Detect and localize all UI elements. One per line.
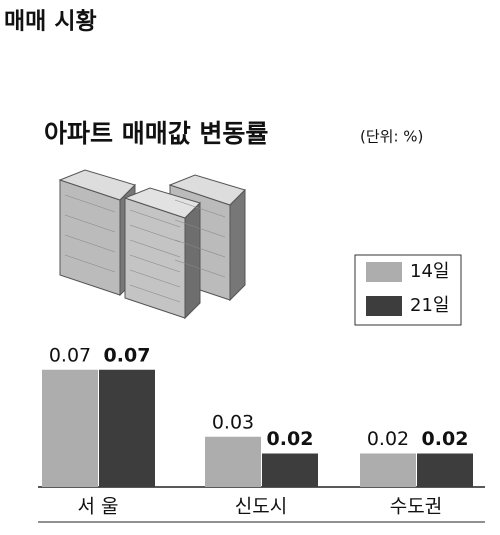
legend-swatch [366, 296, 402, 316]
legend-label: 14일 [410, 261, 449, 282]
legend-swatch [366, 262, 402, 282]
bar [360, 453, 416, 487]
value-label: 0.07 [49, 344, 91, 366]
legend-label: 21일 [410, 295, 449, 316]
value-label: 0.02 [367, 428, 409, 450]
section-header: 매매 시황 [4, 9, 97, 35]
value-label: 0.07 [104, 344, 151, 366]
bar [99, 369, 155, 487]
bar [262, 453, 318, 487]
bar [205, 436, 261, 487]
x-tick-label: 서 울 [78, 496, 119, 518]
x-tick-label: 수도권 [390, 496, 442, 518]
value-label: 0.02 [422, 428, 469, 450]
value-label: 0.03 [212, 411, 254, 433]
bar [417, 453, 473, 487]
chart-title: 아파트 매매값 변동률 [44, 119, 268, 148]
chart-subtitle: (단위: %) [360, 128, 423, 146]
value-label: 0.02 [267, 428, 314, 450]
building-illustration [58, 169, 246, 320]
bar [42, 369, 98, 487]
x-tick-label: 신도시 [235, 496, 287, 518]
